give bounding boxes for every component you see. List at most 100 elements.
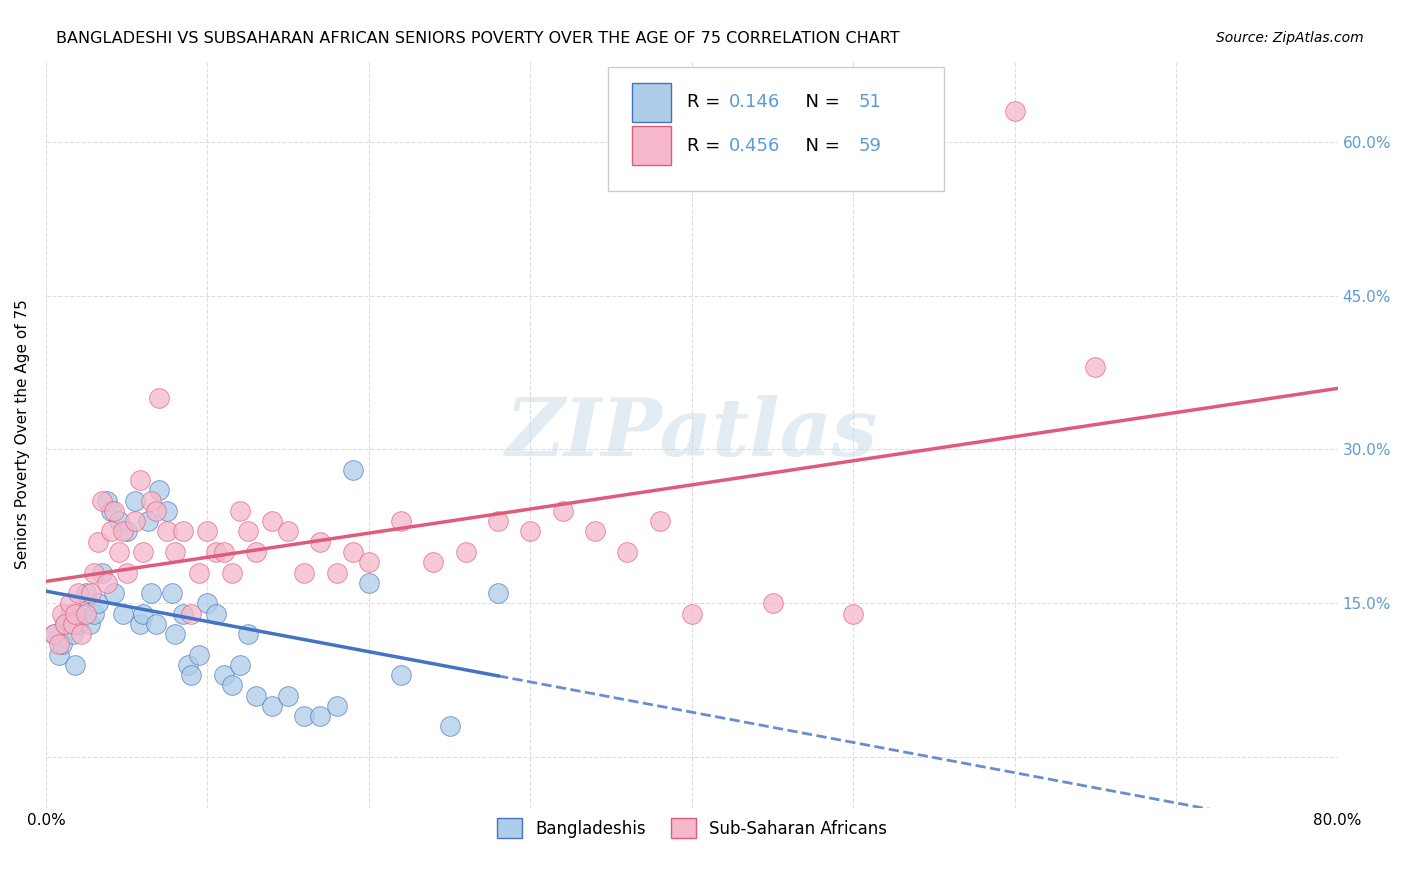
Point: [124, 493, 146, 508]
Point: [107, 545, 129, 559]
Point: [80, 586, 103, 600]
Point: [342, 545, 364, 559]
Point: [486, 514, 509, 528]
FancyBboxPatch shape: [633, 127, 671, 165]
Point: [389, 514, 412, 528]
Point: [62, 627, 84, 641]
Point: [212, 668, 235, 682]
Point: [79, 616, 101, 631]
Point: [277, 689, 299, 703]
Point: [100, 524, 122, 539]
Text: 59: 59: [859, 136, 882, 154]
Point: [236, 627, 259, 641]
Point: [67, 586, 90, 600]
Point: [124, 514, 146, 528]
Text: BANGLADESHI VS SUBSAHARAN AFRICAN SENIORS POVERTY OVER THE AGE OF 75 CORRELATION: BANGLADESHI VS SUBSAHARAN AFRICAN SENIOR…: [56, 31, 900, 46]
Point: [112, 607, 135, 621]
Point: [648, 514, 671, 528]
Point: [1084, 360, 1107, 375]
Point: [197, 596, 219, 610]
FancyBboxPatch shape: [633, 83, 671, 121]
Point: [53, 616, 76, 631]
Point: [292, 709, 315, 723]
Point: [62, 616, 84, 631]
Point: [51, 607, 73, 621]
Point: [42, 627, 65, 641]
Point: [91, 566, 114, 580]
Point: [156, 504, 179, 518]
Point: [245, 689, 267, 703]
Point: [86, 596, 108, 610]
Text: Source: ZipAtlas.com: Source: ZipAtlas.com: [1216, 31, 1364, 45]
Point: [132, 607, 155, 621]
Point: [103, 586, 125, 600]
Point: [180, 668, 202, 682]
Point: [212, 545, 235, 559]
Point: [83, 566, 105, 580]
Point: [309, 534, 332, 549]
Point: [486, 586, 509, 600]
Point: [128, 473, 150, 487]
Point: [260, 698, 283, 713]
Y-axis label: Seniors Poverty Over the Age of 75: Seniors Poverty Over the Age of 75: [15, 299, 30, 569]
Point: [172, 524, 194, 539]
Point: [204, 545, 226, 559]
Point: [139, 586, 162, 600]
Point: [136, 514, 159, 528]
Point: [357, 555, 380, 569]
Point: [221, 678, 243, 692]
Text: N =: N =: [794, 94, 845, 112]
Point: [292, 566, 315, 580]
Point: [115, 524, 138, 539]
Point: [389, 668, 412, 682]
Point: [325, 698, 347, 713]
Point: [260, 514, 283, 528]
Point: [42, 627, 65, 641]
Point: [188, 648, 211, 662]
Point: [96, 575, 118, 590]
Point: [128, 616, 150, 631]
Point: [228, 657, 250, 672]
Point: [70, 627, 93, 641]
Point: [100, 504, 122, 518]
Point: [145, 504, 167, 518]
Point: [165, 545, 187, 559]
Point: [422, 555, 444, 569]
Text: N =: N =: [794, 136, 845, 154]
Point: [51, 637, 73, 651]
Point: [165, 627, 187, 641]
Point: [180, 607, 202, 621]
Point: [63, 607, 86, 621]
Point: [616, 545, 638, 559]
Point: [145, 616, 167, 631]
Point: [551, 504, 574, 518]
Text: 0.146: 0.146: [730, 94, 780, 112]
Text: R =: R =: [686, 136, 725, 154]
Point: [1004, 103, 1026, 118]
Point: [148, 483, 170, 498]
Point: [48, 637, 70, 651]
Point: [103, 504, 125, 518]
Point: [107, 514, 129, 528]
Point: [583, 524, 606, 539]
Point: [681, 607, 703, 621]
Point: [325, 566, 347, 580]
Point: [75, 586, 97, 600]
Point: [59, 607, 82, 621]
Point: [309, 709, 332, 723]
Point: [139, 493, 162, 508]
Point: [63, 657, 86, 672]
Text: ZIPatlas: ZIPatlas: [506, 395, 877, 473]
Point: [148, 391, 170, 405]
Point: [53, 616, 76, 631]
Point: [761, 596, 783, 610]
Point: [236, 524, 259, 539]
Point: [156, 524, 179, 539]
Point: [48, 648, 70, 662]
Point: [221, 566, 243, 580]
Point: [454, 545, 477, 559]
FancyBboxPatch shape: [607, 67, 943, 191]
Point: [75, 607, 97, 621]
Point: [439, 719, 461, 733]
Point: [357, 575, 380, 590]
